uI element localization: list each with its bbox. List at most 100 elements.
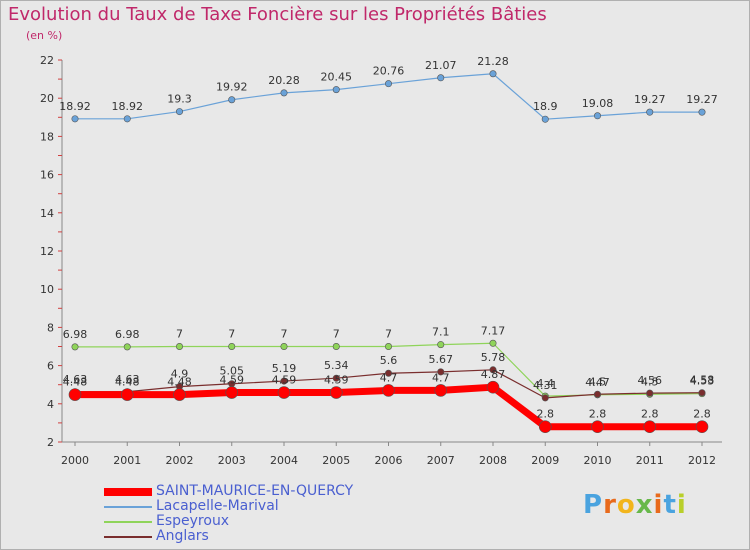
data-point	[332, 374, 340, 382]
data-point	[698, 108, 706, 116]
data-label: 5.67	[429, 353, 454, 366]
data-label: 7.1	[432, 326, 450, 339]
data-point	[489, 366, 497, 374]
logo-letter: o	[616, 490, 636, 520]
data-label: 7	[333, 328, 340, 341]
data-label: 7	[176, 328, 183, 341]
data-point	[68, 388, 82, 401]
y-tick-label: 18	[40, 130, 54, 143]
data-label: 4.48	[63, 376, 88, 389]
data-label: 21.07	[425, 59, 457, 72]
x-tick-label: 2000	[61, 454, 89, 467]
data-point	[695, 420, 709, 434]
data-point	[280, 377, 288, 385]
data-point	[120, 388, 134, 401]
x-tick-label: 2011	[636, 454, 664, 467]
logo-letter: i	[676, 490, 687, 520]
y-tick-label: 6	[47, 360, 54, 373]
data-label: 5.34	[324, 359, 349, 372]
data-point	[437, 74, 445, 82]
data-label: 4.53	[690, 375, 715, 388]
data-label: 4.5	[589, 375, 607, 388]
data-label: 4.7	[432, 371, 450, 384]
data-label: 4.58	[690, 374, 715, 387]
y-tick-label: 22	[40, 54, 54, 67]
data-point	[384, 369, 392, 377]
data-point	[489, 339, 497, 347]
logo-letter: r	[603, 490, 617, 520]
x-tick-label: 2005	[322, 454, 350, 467]
data-point	[437, 368, 445, 376]
data-label: 4.59	[220, 374, 245, 387]
data-point	[698, 389, 706, 397]
legend-item: Anglars	[104, 528, 404, 544]
data-label: 7.17	[481, 324, 506, 337]
data-point	[176, 342, 184, 350]
data-point	[593, 112, 601, 120]
data-label: 20.45	[321, 71, 353, 84]
y-tick-label: 20	[40, 92, 54, 105]
legend-label: Lacapelle-Marival	[156, 498, 279, 514]
data-label: 4.59	[324, 374, 349, 387]
logo-letter: t	[663, 490, 677, 520]
data-label: 19.27	[634, 93, 666, 106]
data-label: 4.4	[537, 377, 555, 390]
legend-label: SAINT-MAURICE-EN-QUERCY	[156, 483, 354, 499]
data-label: 6.98	[63, 328, 88, 341]
legend-swatch	[104, 521, 152, 523]
data-point	[173, 388, 186, 401]
data-label: 19.08	[582, 97, 614, 110]
data-point	[541, 115, 549, 123]
y-tick-label: 4	[47, 398, 54, 411]
x-tick-label: 2001	[113, 454, 141, 467]
logo-letter: P	[583, 490, 604, 520]
data-point	[643, 420, 657, 434]
y-tick-label: 2	[47, 436, 54, 449]
data-label: 7	[385, 328, 392, 341]
data-label: 4.5	[641, 375, 659, 388]
data-label: 5.78	[481, 351, 506, 364]
data-label: 6.98	[115, 328, 140, 341]
data-point	[384, 342, 392, 350]
plot-area	[62, 60, 722, 442]
data-point	[541, 394, 549, 402]
data-point	[384, 80, 392, 88]
data-point	[591, 420, 604, 434]
data-label: 19.3	[167, 93, 192, 106]
y-tick-label: 16	[40, 169, 54, 182]
data-label: 2.8	[641, 408, 659, 421]
data-label: 5.6	[380, 354, 398, 367]
data-point	[646, 389, 654, 397]
data-label: 4.87	[481, 368, 506, 381]
data-label: 4.63	[115, 373, 140, 386]
data-label: 20.28	[268, 74, 300, 87]
data-label: 19.27	[686, 93, 718, 106]
legend-item: SAINT-MAURICE-EN-QUERCY	[104, 483, 404, 499]
x-tick-label: 2012	[688, 454, 716, 467]
data-label: 4.48	[167, 376, 192, 389]
data-label: 2.8	[537, 408, 555, 421]
legend-item: Lacapelle-Marival	[104, 498, 404, 514]
data-label: 4.47	[585, 376, 610, 389]
data-point	[329, 386, 343, 399]
x-tick-label: 2004	[270, 454, 298, 467]
data-point	[277, 386, 291, 399]
data-point	[593, 390, 601, 398]
data-point	[228, 342, 236, 350]
logo-letter: i	[653, 490, 664, 520]
data-point	[332, 342, 340, 350]
chart-title: Evolution du Taux de Taxe Foncière sur l…	[8, 4, 547, 25]
proxiti-logo: Proxiti	[583, 490, 687, 520]
data-point	[225, 386, 239, 399]
data-point	[280, 342, 288, 350]
data-point	[434, 384, 448, 397]
data-point	[123, 115, 131, 123]
data-point	[228, 96, 236, 104]
data-point	[489, 70, 497, 78]
data-point	[280, 89, 288, 97]
x-tick-label: 2007	[427, 454, 455, 467]
data-point	[332, 86, 340, 94]
unit-label: (en %)	[26, 29, 63, 42]
y-tick-label: 12	[40, 245, 54, 258]
x-tick-label: 2002	[166, 454, 194, 467]
